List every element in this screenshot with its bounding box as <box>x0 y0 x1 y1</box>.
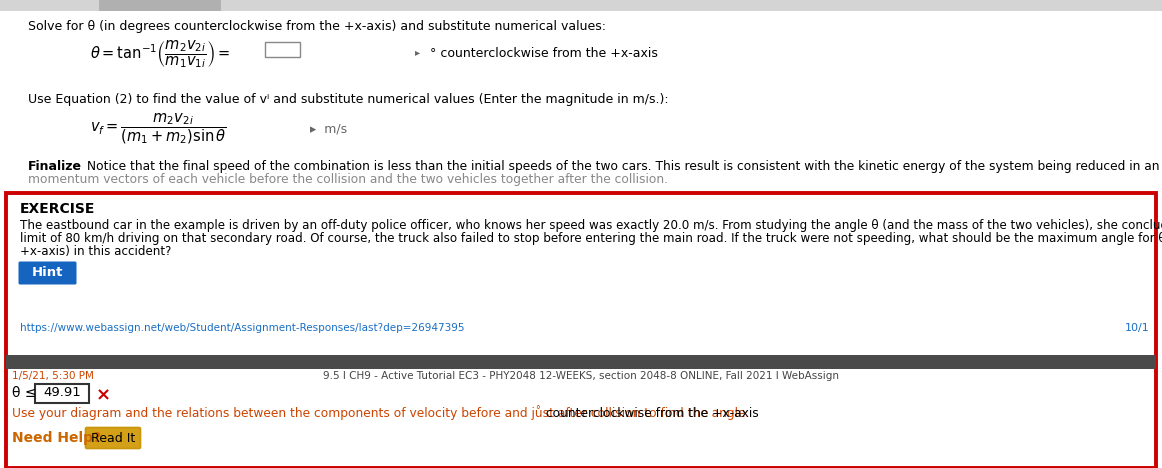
Text: +x-axis) in this accident?: +x-axis) in this accident? <box>20 245 171 258</box>
Text: https://www.webassign.net/web/Student/Assignment-Responses/last?dep=26947395: https://www.webassign.net/web/Student/As… <box>20 323 465 333</box>
Text: $v_f = \dfrac{m_2 v_{2i}}{(m_1 + m_2)\sin\theta}$: $v_f = \dfrac{m_2 v_{2i}}{(m_1 + m_2)\si… <box>89 111 227 146</box>
Text: Use your diagram and the relations between the components of velocity before and: Use your diagram and the relations betwe… <box>12 407 749 420</box>
Text: 1/5/21, 5:30 PM: 1/5/21, 5:30 PM <box>12 371 94 381</box>
FancyBboxPatch shape <box>99 0 221 11</box>
FancyBboxPatch shape <box>6 193 1156 468</box>
Text: The eastbound car in the example is driven by an off-duty police officer, who kn: The eastbound car in the example is driv… <box>20 219 1162 232</box>
FancyBboxPatch shape <box>86 427 141 448</box>
Text: limit of 80 km/h driving on that secondary road. Of course, the truck also faile: limit of 80 km/h driving on that seconda… <box>20 232 1162 245</box>
Text: ° counterclockwise from the +x-axis: ° counterclockwise from the +x-axis <box>430 47 658 60</box>
Text: 9.5 I CH9 - Active Tutorial EC3 - PHY2048 12-WEEKS, section 2048-8 ONLINE, Fall : 9.5 I CH9 - Active Tutorial EC3 - PHY204… <box>323 371 839 381</box>
Text: Finalize: Finalize <box>28 160 83 173</box>
Text: Notice that the final speed of the combination is less than the initial speeds o: Notice that the final speed of the combi… <box>83 160 1162 173</box>
Text: Solve for θ (in degrees counterclockwise from the +x-axis) and substitute numeri: Solve for θ (in degrees counterclockwise… <box>28 20 607 33</box>
Text: 10/1: 10/1 <box>1125 323 1150 333</box>
Text: θ ≤: θ ≤ <box>12 386 41 400</box>
Bar <box>0 0 1162 11</box>
FancyBboxPatch shape <box>19 262 77 285</box>
Text: $\theta = \tan^{-1}\!\left(\dfrac{m_2 v_{2i}}{m_1 v_{1i}}\right) =$: $\theta = \tan^{-1}\!\left(\dfrac{m_2 v_… <box>89 38 230 70</box>
Text: counterclockwise from the +x-axis: counterclockwise from the +x-axis <box>541 407 759 420</box>
Text: EXERCISE: EXERCISE <box>20 202 95 216</box>
Bar <box>6 355 1156 369</box>
Text: momentum vectors of each vehicle before the collision and the two vehicles toget: momentum vectors of each vehicle before … <box>28 173 668 186</box>
Text: ×: × <box>96 386 112 404</box>
Text: °: ° <box>535 405 540 415</box>
Text: Need Help?: Need Help? <box>12 431 101 445</box>
Text: ▸  m/s: ▸ m/s <box>310 122 347 135</box>
Text: Use Equation (2) to find the value of vⁱ and substitute numerical values (Enter : Use Equation (2) to find the value of vⁱ… <box>28 93 668 106</box>
Text: ▸: ▸ <box>415 47 421 57</box>
FancyBboxPatch shape <box>35 384 89 403</box>
Text: Hint: Hint <box>31 266 63 279</box>
Text: 49.91: 49.91 <box>43 387 81 400</box>
Text: Read It: Read It <box>91 431 135 445</box>
Bar <box>265 42 300 57</box>
